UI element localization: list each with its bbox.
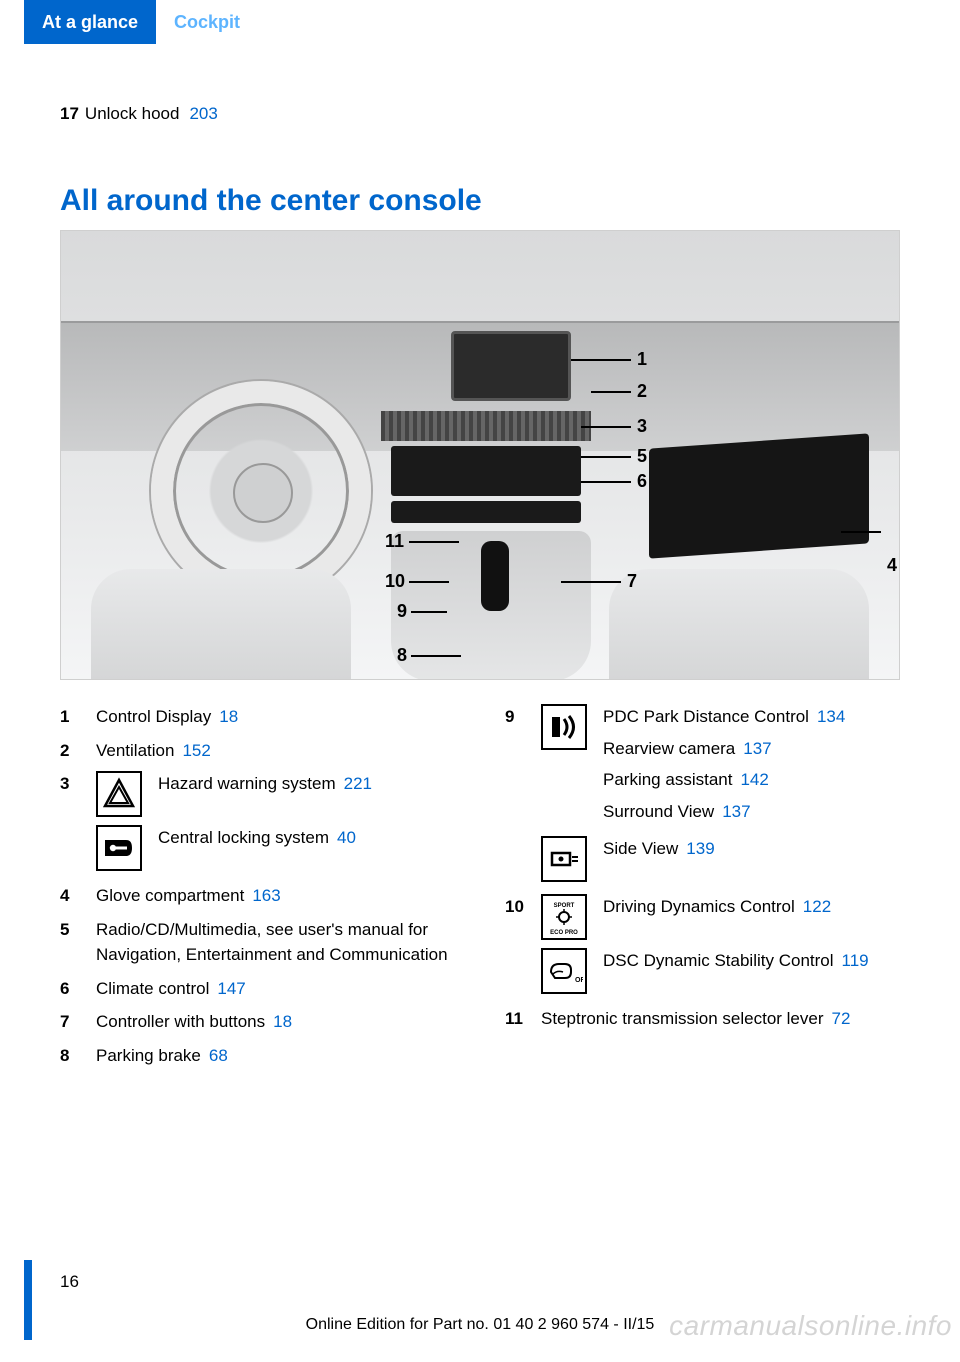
page-number: 16: [60, 1272, 79, 1292]
sideview-icon: [541, 836, 587, 882]
legend-label: PDC Park Distance Control: [603, 707, 809, 726]
legend-item-10b: OFF DSC Dynamic Stability Control 119: [505, 948, 910, 994]
legend-num: 6: [60, 976, 86, 1002]
header-tab-at-a-glance: At a glance: [24, 0, 156, 44]
legend-item-2: 2 Ventilation 152: [60, 738, 465, 764]
legend-item-1: 1 Control Display 18: [60, 704, 465, 730]
legend-right-column: 9 PDC Park Distance Control 134 Rearview …: [505, 704, 910, 1076]
legend-columns: 1 Control Display 18 2 Ventilation 152 3 H…: [60, 704, 910, 1076]
legend-label: Steptronic transmission selector lever: [541, 1009, 824, 1028]
callout-8: 8: [397, 645, 407, 666]
legend-num: 5: [60, 917, 86, 943]
svg-text:OFF: OFF: [575, 977, 583, 984]
legend-item-5: 5 Radio/CD/Multimedia, see user's manual…: [60, 917, 465, 968]
driving-dynamics-icon: SPORT ECO PRO: [541, 894, 587, 940]
legend-label: Driving Dynamics Control: [603, 897, 795, 916]
legend-label: Glove compartment: [96, 886, 244, 905]
callout-7: 7: [627, 571, 637, 592]
pdc-icon: [541, 704, 587, 750]
callout-2: 2: [637, 381, 647, 402]
page-ref[interactable]: 119: [842, 951, 869, 970]
legend-label: Side View: [603, 839, 678, 858]
top-item-label: Unlock hood: [85, 104, 180, 123]
legend-item-4: 4 Glove compartment 163: [60, 883, 465, 909]
legend-num: 4: [60, 883, 86, 909]
legend-label: Climate control: [96, 979, 209, 998]
page-ref[interactable]: 221: [344, 774, 372, 793]
header-tab-cockpit: Cockpit: [156, 0, 258, 44]
legend-label: Control Display: [96, 707, 211, 726]
callout-3: 3: [637, 416, 647, 437]
callout-6: 6: [637, 471, 647, 492]
legend-num: 3: [60, 771, 86, 797]
legend-label: Rearview camera: [603, 739, 735, 758]
page-ref[interactable]: 163: [252, 886, 280, 905]
top-reference-item: 17 Unlock hood 203: [60, 104, 910, 124]
legend-item-9b: Side View 139: [505, 836, 910, 882]
page-ref[interactable]: 152: [182, 741, 210, 760]
top-item-page[interactable]: 203: [189, 104, 217, 123]
callout-9: 9: [397, 601, 407, 622]
callout-10: 10: [385, 571, 405, 592]
header-bar: At a glance Cockpit: [24, 0, 960, 44]
legend-label: DSC Dynamic Stability Control: [603, 951, 834, 970]
page-ref[interactable]: 142: [740, 770, 768, 789]
watermark: carmanualsonline.info: [669, 1310, 952, 1342]
legend-num: 9: [505, 704, 531, 730]
svg-text:ECO PRO: ECO PRO: [550, 930, 578, 936]
legend-num: 7: [60, 1009, 86, 1035]
dsc-off-icon: OFF: [541, 948, 587, 994]
legend-item-6: 6 Climate control 147: [60, 976, 465, 1002]
legend-label: Parking brake: [96, 1046, 201, 1065]
legend-num: 2: [60, 738, 86, 764]
legend-item-3: 3 Hazard warning system 221: [60, 771, 465, 817]
callout-4: 4: [887, 555, 897, 576]
page-content: 17Unlock hood203 All around the center c…: [0, 44, 960, 1076]
page-ref[interactable]: 137: [722, 802, 750, 821]
hazard-icon: [96, 771, 142, 817]
legend-label: Ventilation: [96, 741, 174, 760]
legend-item-3b: Central locking system 40: [60, 825, 465, 871]
legend-num: 8: [60, 1043, 86, 1069]
section-title: All around the center console: [60, 184, 910, 218]
legend-item-7: 7 Controller with buttons 18: [60, 1009, 465, 1035]
svg-text:SPORT: SPORT: [554, 903, 575, 909]
legend-label: Surround View: [603, 802, 714, 821]
legend-label: Radio/CD/Multimedia, see user's manual f…: [96, 920, 448, 965]
legend-num: 10: [505, 894, 531, 920]
legend-label: Controller with buttons: [96, 1012, 265, 1031]
page-ref[interactable]: 134: [817, 707, 845, 726]
legend-item-9: 9 PDC Park Distance Control 134 Rearview …: [505, 704, 910, 824]
legend-item-10: 10 SPORT ECO PRO Driving Dynamics Contro…: [505, 894, 910, 940]
page-ref[interactable]: 40: [337, 828, 356, 847]
page-ref[interactable]: 147: [217, 979, 245, 998]
lock-icon: [96, 825, 142, 871]
callout-1: 1: [637, 349, 647, 370]
legend-item-11: 11 Steptronic transmission selector leve…: [505, 1006, 910, 1032]
page-ref[interactable]: 139: [686, 839, 714, 858]
legend-num: 1: [60, 704, 86, 730]
legend-item-8: 8 Parking brake 68: [60, 1043, 465, 1069]
page-ref[interactable]: 18: [219, 707, 238, 726]
callout-5: 5: [637, 446, 647, 467]
legend-label: Hazard warning system: [158, 774, 336, 793]
page-ref[interactable]: 137: [743, 739, 771, 758]
page-ref[interactable]: 72: [832, 1009, 851, 1028]
center-console-diagram: 1 2 3 5 6 4 7 11 10 9 8: [60, 230, 900, 680]
top-item-number: 17: [60, 104, 79, 123]
legend-left-column: 1 Control Display 18 2 Ventilation 152 3 H…: [60, 704, 465, 1076]
legend-label: Parking assistant: [603, 770, 732, 789]
page-ref[interactable]: 68: [209, 1046, 228, 1065]
callout-11: 11: [385, 531, 404, 552]
page-ref[interactable]: 18: [273, 1012, 292, 1031]
page-ref[interactable]: 122: [803, 897, 831, 916]
legend-num: 11: [505, 1006, 531, 1032]
legend-label: Central locking system: [158, 828, 329, 847]
